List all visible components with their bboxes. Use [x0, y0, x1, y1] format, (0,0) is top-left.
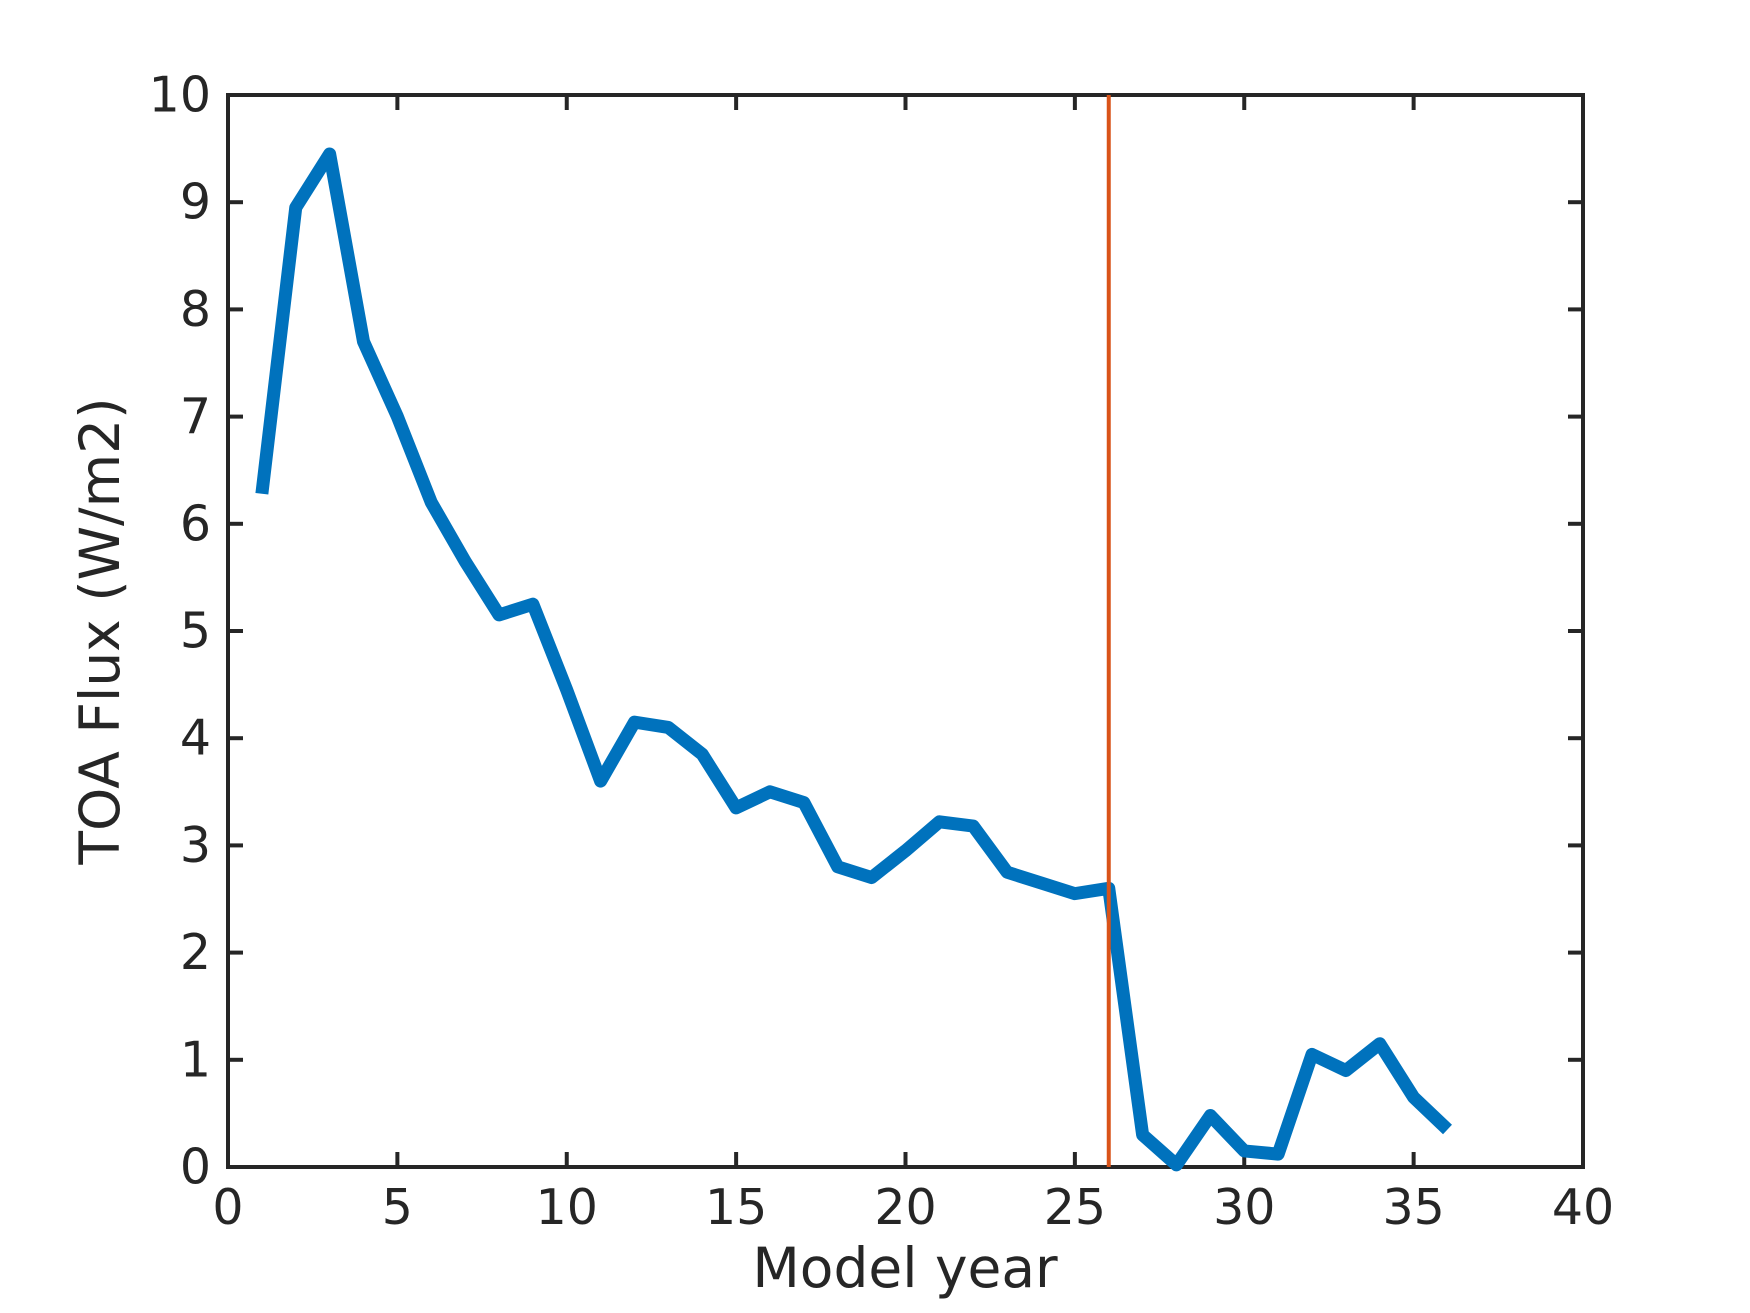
y-tick-label: 7 [180, 388, 211, 445]
y-tick-labels: 0 1 2 3 4 5 6 7 8 9 10 [149, 67, 211, 1196]
y-tick-label: 1 [180, 1031, 211, 1088]
y-tick-label: 3 [180, 817, 211, 874]
x-tick-label: 10 [536, 1179, 598, 1236]
data-series [255, 147, 1452, 1172]
y-tick-label: 8 [180, 281, 211, 338]
x-tick-label: 15 [705, 1179, 767, 1236]
x-axis-label: Model year [752, 1236, 1058, 1300]
y-tick-label: 6 [180, 495, 211, 552]
x-tick-label: 20 [874, 1179, 936, 1236]
x-tick-labels: 0 5 10 15 20 25 30 35 40 [212, 1179, 1614, 1236]
y-axis-label: TOA Flux (W/m2) [68, 397, 132, 865]
axis-ticks [226, 93, 1585, 1169]
x-tick-label: 5 [382, 1179, 413, 1236]
y-tick-label: 2 [180, 924, 211, 981]
x-tick-label: 30 [1213, 1179, 1275, 1236]
y-tick-label: 9 [180, 174, 211, 231]
x-tick-label: 0 [212, 1179, 243, 1236]
y-tick-label: 5 [180, 603, 211, 660]
axes-box [226, 93, 1585, 1169]
x-tick-label: 35 [1382, 1179, 1444, 1236]
y-tick-label: 0 [180, 1139, 211, 1196]
y-tick-label: 10 [149, 67, 211, 124]
y-tick-label: 4 [180, 710, 211, 767]
x-tick-label: 40 [1552, 1179, 1614, 1236]
x-tick-label: 25 [1044, 1179, 1106, 1236]
toa-flux-line [255, 147, 1452, 1172]
